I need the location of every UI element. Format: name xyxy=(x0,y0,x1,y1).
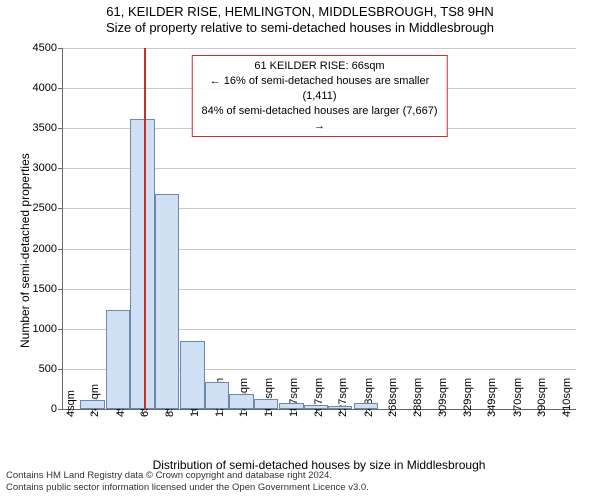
xtick-label: 207sqm xyxy=(313,378,325,417)
xtick-label: 410sqm xyxy=(561,378,573,417)
xtick-label: 166sqm xyxy=(263,378,275,417)
histogram-bar xyxy=(229,394,253,409)
xtick-label: 349sqm xyxy=(486,378,498,417)
ytick-label: 0 xyxy=(51,403,63,415)
xtick-label: 370sqm xyxy=(512,378,524,417)
xtick-label: 248sqm xyxy=(363,378,375,417)
annotation-line2: ← 16% of semi-detached houses are smalle… xyxy=(200,74,439,104)
attribution-line2: Contains public sector information licen… xyxy=(6,482,594,494)
title-line1: 61, KEILDER RISE, HEMLINGTON, MIDDLESBRO… xyxy=(0,4,600,20)
histogram-bar xyxy=(180,341,204,409)
ytick-label: 3000 xyxy=(33,162,63,174)
histogram-bar xyxy=(304,405,328,409)
xtick-label: 187sqm xyxy=(288,378,300,417)
histogram-bar xyxy=(328,406,352,409)
title-line2: Size of property relative to semi-detach… xyxy=(0,20,600,36)
histogram-bar xyxy=(205,382,229,409)
ytick-label: 1000 xyxy=(33,323,63,335)
annotation-box: 61 KEILDER RISE: 66sqm← 16% of semi-deta… xyxy=(191,55,448,137)
xtick-label: 268sqm xyxy=(387,378,399,417)
attribution-block: Contains HM Land Registry data © Crown c… xyxy=(0,466,600,498)
annotation-line1: 61 KEILDER RISE: 66sqm xyxy=(200,59,439,74)
histogram-bar xyxy=(279,403,303,409)
histogram-bar xyxy=(106,310,130,409)
histogram-bar xyxy=(155,194,179,409)
gridline xyxy=(63,48,576,49)
xtick-label: 227sqm xyxy=(337,378,349,417)
ytick-label: 2000 xyxy=(33,243,63,255)
ytick-label: 3500 xyxy=(33,122,63,134)
ytick-label: 500 xyxy=(39,363,63,375)
histogram-bar xyxy=(80,400,104,409)
annotation-line3: 84% of semi-detached houses are larger (… xyxy=(200,104,439,134)
histogram-bar xyxy=(130,119,154,409)
xtick-label: 4sqm xyxy=(65,390,77,417)
histogram-bar xyxy=(254,399,278,409)
xtick-label: 329sqm xyxy=(462,378,474,417)
histogram-bar xyxy=(354,403,378,409)
xtick-label: 288sqm xyxy=(412,378,424,417)
ytick-label: 4500 xyxy=(33,42,63,54)
chart-title-block: 61, KEILDER RISE, HEMLINGTON, MIDDLESBRO… xyxy=(0,0,600,37)
ytick-label: 4000 xyxy=(33,82,63,94)
xtick-label: 390sqm xyxy=(536,378,548,417)
y-axis-label: Number of semi-detached properties xyxy=(18,153,32,348)
chart-area: 0500100015002000250030003500400045004sqm… xyxy=(62,48,576,410)
ytick-label: 1500 xyxy=(33,283,63,295)
xtick-label: 309sqm xyxy=(437,378,449,417)
plot-area: 0500100015002000250030003500400045004sqm… xyxy=(62,48,576,410)
property-marker-line xyxy=(144,48,146,409)
ytick-label: 2500 xyxy=(33,202,63,214)
attribution-line1: Contains HM Land Registry data © Crown c… xyxy=(6,470,594,482)
